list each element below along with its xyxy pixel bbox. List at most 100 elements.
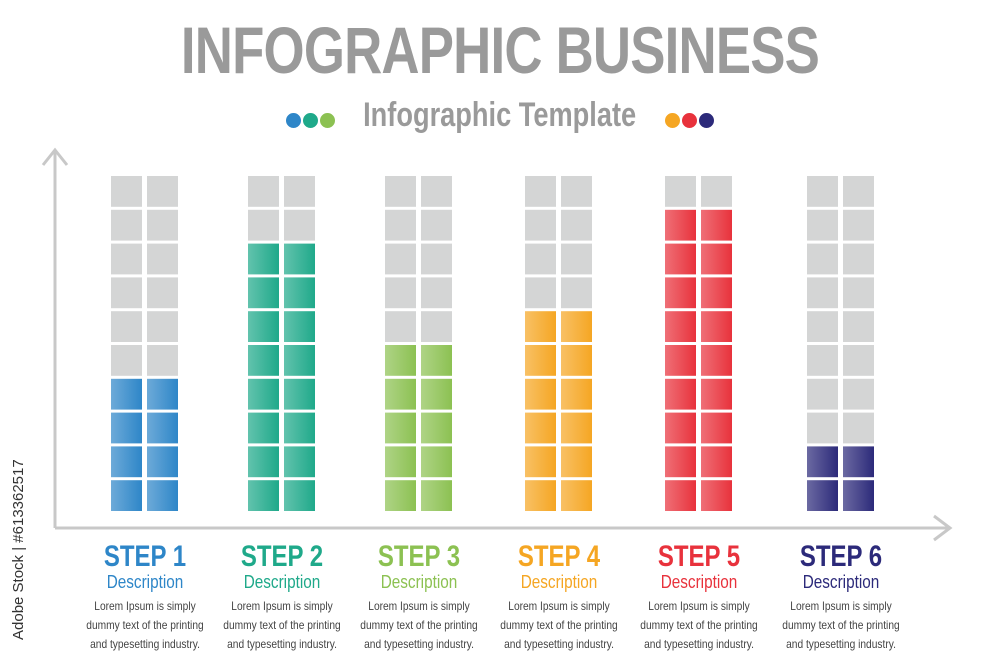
bar-cell-filled xyxy=(701,277,732,309)
bar-cell-empty xyxy=(147,345,178,376)
bar-cell-filled xyxy=(665,243,696,275)
bar-cell-empty xyxy=(843,277,874,309)
step-body: Lorem Ipsum is simply dummy text of the p… xyxy=(782,597,901,654)
bar-cell-empty xyxy=(385,176,416,207)
step-label: STEP 4 xyxy=(517,540,601,573)
step-label: STEP 5 xyxy=(657,540,741,573)
bar-cell-filled xyxy=(147,378,178,410)
bar-cell-filled xyxy=(111,446,142,478)
bar-cell-empty xyxy=(807,277,838,309)
bar-cell-filled xyxy=(561,345,592,376)
bar-cell-filled xyxy=(111,412,142,444)
bar-cell-empty xyxy=(111,277,142,309)
bar-cell-filled xyxy=(421,345,452,376)
bar-6 xyxy=(807,176,874,511)
body-line: Lorem Ipsum is simply xyxy=(231,599,333,613)
bar-cell-filled xyxy=(284,480,315,511)
bar-cell-filled xyxy=(421,378,452,410)
bar-cell-filled xyxy=(147,480,178,511)
bar-cell-empty xyxy=(525,277,556,309)
bar-cell-filled xyxy=(525,378,556,410)
bar-cell-empty xyxy=(843,243,874,275)
bar-cell-empty xyxy=(807,311,838,342)
bar-cell-empty xyxy=(843,176,874,207)
bar-cell-empty xyxy=(385,243,416,275)
step-label: STEP 1 xyxy=(103,540,187,573)
bar-cell-empty xyxy=(421,277,452,309)
bar-cell-empty xyxy=(421,176,452,207)
bar-cell-filled xyxy=(665,412,696,444)
step-4: STEP 4 Description Lorem Ipsum is simply… xyxy=(489,540,629,654)
bar-cell-empty xyxy=(385,311,416,342)
bar-cell-filled xyxy=(701,209,732,241)
bar-cell-filled xyxy=(385,412,416,444)
body-line: dummy text of the printing xyxy=(86,618,204,632)
bar-cell-filled xyxy=(843,480,874,511)
right-dots-icon xyxy=(664,98,715,137)
bar-cell-empty xyxy=(248,176,279,207)
bar-cell-filled xyxy=(147,446,178,478)
dot-icon xyxy=(665,112,681,128)
bar-cell-filled xyxy=(111,378,142,410)
bar-5 xyxy=(665,176,732,511)
bar-cell-empty xyxy=(843,209,874,241)
body-line: dummy text of the printing xyxy=(360,618,478,632)
bar-cell-empty xyxy=(111,311,142,342)
title: INFOGRAPHIC BUSINESS xyxy=(180,13,820,87)
bar-cell-filled xyxy=(525,412,556,444)
body-line: and typesetting industry. xyxy=(644,637,754,651)
body-line: dummy text of the printing xyxy=(782,618,900,632)
bar-cell-empty xyxy=(421,311,452,342)
bar-cell-filled xyxy=(561,378,592,410)
bar-cell-filled xyxy=(248,446,279,478)
bar-cell-empty xyxy=(421,209,452,241)
bar-cell-filled xyxy=(665,277,696,309)
bar-cell-filled xyxy=(701,480,732,511)
bar-cell-empty xyxy=(525,176,556,207)
bar-cell-filled xyxy=(665,480,696,511)
step-description: Description xyxy=(106,572,184,592)
bar-cell-filled xyxy=(561,311,592,342)
body-line: dummy text of the printing xyxy=(640,618,758,632)
bar-cell-filled xyxy=(385,345,416,376)
step-3: STEP 3 Description Lorem Ipsum is simply… xyxy=(349,540,489,654)
axes xyxy=(41,147,953,542)
bar-cell-filled xyxy=(525,311,556,342)
step-5: STEP 5 Description Lorem Ipsum is simply… xyxy=(629,540,769,654)
bar-cell-filled xyxy=(248,311,279,342)
bar-cell-filled xyxy=(665,345,696,376)
body-line: Lorem Ipsum is simply xyxy=(648,599,750,613)
bar-cell-filled xyxy=(248,345,279,376)
bar-cell-filled xyxy=(248,243,279,275)
bar-cell-empty xyxy=(807,176,838,207)
bar-cell-empty xyxy=(561,176,592,207)
bar-cell-empty xyxy=(284,209,315,241)
dot-icon xyxy=(682,112,698,128)
bar-cell-empty xyxy=(561,209,592,241)
bar-cell-empty xyxy=(147,209,178,241)
step-body: Lorem Ipsum is simply dummy text of the p… xyxy=(640,597,759,654)
step-body: Lorem Ipsum is simply dummy text of the p… xyxy=(223,597,342,654)
step-body: Lorem Ipsum is simply dummy text of the p… xyxy=(86,597,205,654)
bar-cell-filled xyxy=(284,345,315,376)
body-line: and typesetting industry. xyxy=(364,637,474,651)
bar-cell-empty xyxy=(147,311,178,342)
body-line: Lorem Ipsum is simply xyxy=(368,599,470,613)
bar-cell-filled xyxy=(284,378,315,410)
bar-cell-filled xyxy=(284,412,315,444)
body-line: and typesetting industry. xyxy=(504,637,614,651)
bar-cell-filled xyxy=(385,480,416,511)
bar-cell-empty xyxy=(147,243,178,275)
body-line: and typesetting industry. xyxy=(227,637,337,651)
subtitle: Infographic Template xyxy=(363,96,637,134)
body-line: and typesetting industry. xyxy=(786,637,896,651)
bar-cell-empty xyxy=(284,176,315,207)
bar-cell-filled xyxy=(421,480,452,511)
dot-icon xyxy=(699,112,715,128)
bar-cell-empty xyxy=(421,243,452,275)
step-6: STEP 6 Description Lorem Ipsum is simply… xyxy=(771,540,911,654)
bar-cell-empty xyxy=(248,209,279,241)
bar-cell-filled xyxy=(284,311,315,342)
bar-cell-filled xyxy=(561,480,592,511)
